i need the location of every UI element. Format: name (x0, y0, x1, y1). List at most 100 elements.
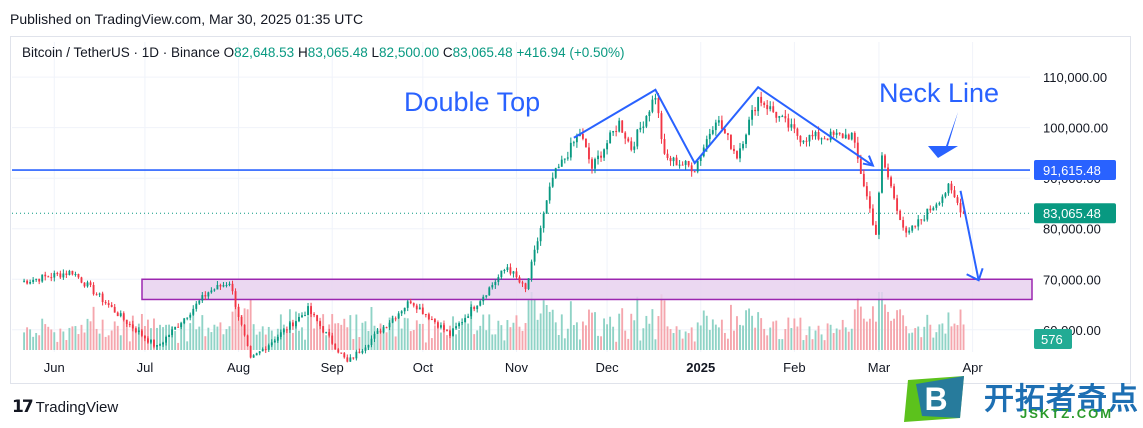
volume-bar (545, 305, 548, 350)
candle-body (301, 315, 303, 317)
candle-body (343, 353, 346, 358)
candle-body (760, 96, 763, 103)
candle-body (382, 327, 385, 333)
candle-body (953, 190, 956, 198)
candle-body (717, 120, 720, 123)
x-tick-label: Oct (413, 360, 434, 375)
volume-bar (829, 324, 832, 350)
candle-body (660, 113, 663, 140)
volume-bar (751, 315, 754, 350)
candle-body (210, 290, 213, 293)
candle-body (890, 177, 892, 187)
volume-bar (962, 324, 965, 350)
volume-bar (699, 325, 702, 350)
candle-body (542, 213, 545, 229)
volume-bar (745, 310, 747, 350)
candle-body (59, 273, 62, 278)
candle-body (488, 287, 491, 296)
tradingview-logo[interactable]: 𝟭𝟳 TradingView (12, 397, 118, 417)
candle-body (168, 335, 171, 337)
volume-bar (911, 332, 914, 350)
volume-bar (557, 335, 560, 350)
volume-bar (222, 334, 225, 350)
candle-body (781, 116, 784, 118)
volume-bar (588, 309, 590, 350)
volume-bar (923, 326, 926, 350)
candle-body (83, 282, 86, 287)
volume-bar (237, 313, 240, 350)
volume-bar (246, 309, 249, 350)
volume-bar (32, 336, 35, 350)
volume-bar (219, 322, 222, 350)
volume-bar (929, 324, 932, 350)
volume-bar (902, 315, 905, 350)
candle-body (784, 116, 787, 119)
volume-bar (304, 339, 306, 350)
candle-body (101, 293, 104, 303)
volume-bar (736, 316, 738, 350)
volume-bar (156, 327, 158, 350)
candle-body (415, 305, 418, 310)
candle-body (222, 285, 225, 287)
volume-bar (74, 326, 77, 350)
volume-bar (358, 337, 361, 350)
volume-bar (612, 326, 615, 350)
close-value: 83,065.48 (452, 45, 513, 60)
candle-body (180, 323, 183, 328)
volume-bar (609, 316, 612, 350)
watermark-cn: 开拓者奇点 (984, 383, 1139, 416)
volume-bar (878, 292, 880, 350)
volume-bar (723, 332, 726, 350)
volume-bar (455, 334, 457, 350)
candle-body (509, 267, 512, 274)
candle-body (941, 196, 944, 203)
volume-bar (403, 317, 406, 350)
candle-body (150, 339, 152, 343)
volume-bar (104, 336, 107, 350)
candle-body (693, 171, 696, 173)
volume-bar (890, 320, 892, 350)
volume-bar (125, 324, 128, 350)
volume-bar (784, 329, 787, 350)
y-tick-label: 80,000.00 (1043, 222, 1101, 237)
candle-body (923, 219, 926, 221)
volume-bar (430, 338, 433, 350)
volume-bar (687, 333, 690, 350)
candle-body (518, 277, 521, 283)
volume-bar (515, 315, 518, 350)
volume-bar (551, 309, 554, 350)
volume-bar (228, 326, 231, 350)
volume-bar (150, 328, 152, 350)
volume-bar (714, 324, 717, 350)
candle-body (811, 134, 814, 137)
volume-bar (884, 304, 886, 350)
volume-bar (346, 327, 349, 350)
volume-bar (479, 325, 482, 350)
candle-body (696, 161, 699, 172)
volume-bar (899, 309, 902, 350)
volume-bar (654, 339, 657, 350)
candle-body (911, 225, 914, 231)
candle-body (875, 224, 877, 235)
candle-body (642, 126, 645, 128)
volume-bar (307, 316, 309, 350)
volume-bars (23, 292, 965, 350)
candle-body (424, 313, 427, 315)
volume-bar (533, 299, 536, 350)
volume-bar (47, 326, 50, 350)
volume-bar (65, 340, 68, 350)
candle-body (207, 292, 210, 297)
volume-bar (192, 311, 195, 350)
candle-body (249, 345, 252, 358)
candle-body (515, 271, 518, 278)
volume-bar (26, 327, 29, 350)
volume-bar (938, 324, 941, 350)
volume-bar (198, 326, 201, 350)
candle-body (802, 140, 805, 143)
volume-bar (98, 333, 101, 350)
volume-bar (406, 318, 409, 350)
candle-body (50, 277, 53, 279)
candle-body (379, 330, 382, 333)
candle-body (397, 313, 400, 319)
